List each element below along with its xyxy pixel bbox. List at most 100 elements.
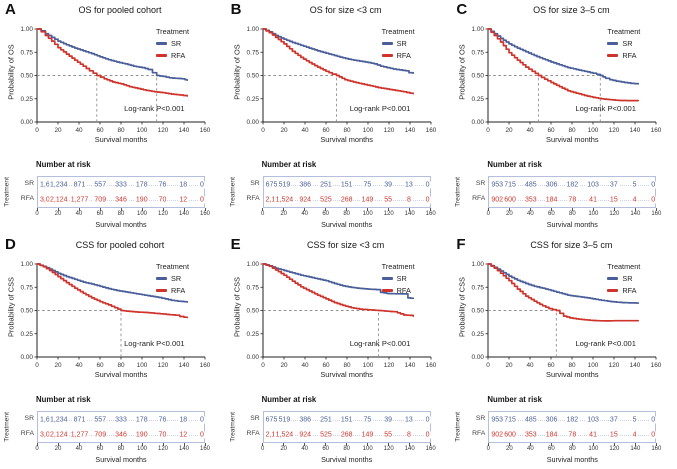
risk-tick-label: 20 xyxy=(505,211,513,217)
panel-letter: A xyxy=(5,1,16,18)
sr-line-swatch xyxy=(607,277,619,280)
sr-line-swatch xyxy=(156,277,167,280)
km-panel: D CSS for pooled cohort Probability of C… xyxy=(0,235,226,469)
sr-curve xyxy=(487,28,640,85)
x-tick-label: 160 xyxy=(651,362,662,369)
x-tick-label: 100 xyxy=(362,362,373,369)
y-tick-label: 0.50 xyxy=(472,308,485,315)
km-panel: E CSS for size <3 cm Probability of CSS … xyxy=(226,235,452,469)
y-tick-label: 1.00 xyxy=(246,261,259,268)
sr-line-swatch xyxy=(381,277,393,280)
risk-count: 1,277 xyxy=(69,196,90,204)
risk-count: 924 xyxy=(298,196,312,204)
x-tick-label: 80 xyxy=(117,362,125,369)
risk-count: 902 xyxy=(490,196,505,204)
x-tick-label: 140 xyxy=(179,362,190,369)
risk-count: 184 xyxy=(544,196,559,204)
legend-item-sr: SR xyxy=(607,39,640,48)
y-tick-label: 0.50 xyxy=(246,73,259,80)
sr-curve xyxy=(36,263,189,303)
rfa-curve xyxy=(261,263,414,317)
x-tick-label: 120 xyxy=(158,362,169,369)
risk-row-sr: 675 519 386 251 151 75 39 13 0 xyxy=(264,178,431,192)
risk-table-title: Number at risk xyxy=(487,395,542,404)
risk-count: 41 xyxy=(588,196,598,204)
x-tick-label: 160 xyxy=(425,362,436,369)
risk-tick-mark xyxy=(430,443,432,446)
risk-tick-label: 80 xyxy=(117,211,125,217)
risk-row-label-rfa: RFA xyxy=(472,195,486,202)
risk-row-label-sr: SR xyxy=(250,415,260,422)
risk-tick-label: 120 xyxy=(383,211,394,217)
risk-table-box: 953 715 485 306 182 103 37 5 0 902 600 353 184 78 41 1… xyxy=(488,176,657,208)
x-tick-label: 60 xyxy=(96,127,104,134)
risk-tick-label: 120 xyxy=(609,211,620,217)
risk-count: 55 xyxy=(383,431,394,439)
risk-count: 715 xyxy=(503,416,517,424)
sr-line-swatch xyxy=(607,42,619,45)
legend-label-sr: SR xyxy=(171,274,182,283)
risk-count: 8 xyxy=(405,196,412,204)
sr-curve xyxy=(487,263,640,304)
risk-count: 103 xyxy=(586,181,600,189)
risk-tick-label: 40 xyxy=(526,211,534,217)
risk-tick-mark xyxy=(183,443,185,446)
risk-count: 39 xyxy=(383,416,394,424)
risk-count: 0 xyxy=(424,196,431,204)
risk-tick-mark xyxy=(183,208,185,211)
chart-title: OS for size 3–5 cm xyxy=(533,5,610,15)
x-tick-label: 100 xyxy=(588,127,599,134)
km-panel: A OS for pooled cohort Probability of OS… xyxy=(0,0,226,235)
x-tick-label: 40 xyxy=(527,127,535,134)
y-tick-label: 0.00 xyxy=(246,354,259,361)
sr-line-swatch xyxy=(381,42,393,45)
x-axis-label: Survival months xyxy=(546,370,599,379)
risk-count: 1,524 xyxy=(274,196,295,204)
logrank-annotation: Log-rank P<0.001 xyxy=(575,339,636,348)
risk-count: 103 xyxy=(586,416,600,424)
y-tick-label: 0.25 xyxy=(246,331,259,338)
km-chart: 1.00 0.75 0.50 0.25 0.000 20 40 60 80 100 120 140 16… xyxy=(21,26,211,134)
risk-row-label-rfa: RFA xyxy=(246,430,260,437)
risk-tick-label: 40 xyxy=(301,211,308,217)
risk-row-label-rfa: RFA xyxy=(20,195,34,202)
risk-count: 3,063 xyxy=(39,431,59,439)
risk-count: 715 xyxy=(503,181,517,189)
risk-count: 871 xyxy=(72,181,87,189)
x-tick-label: 140 xyxy=(630,362,641,369)
risk-count: 12 xyxy=(178,431,189,439)
risk-count: 353 xyxy=(523,431,538,439)
risk-tick-label: 140 xyxy=(630,211,641,217)
risk-x-axis-label: Survival months xyxy=(95,220,147,229)
risk-count: 485 xyxy=(523,416,538,424)
risk-tick-mark xyxy=(529,208,531,211)
y-tick-label: 0.75 xyxy=(21,284,34,291)
risk-tick-mark xyxy=(550,443,552,446)
median-dashed-lines xyxy=(488,75,602,122)
legend-title: Treatment xyxy=(156,262,189,271)
legend-item-sr: SR xyxy=(607,274,640,283)
risk-count: 151 xyxy=(339,416,354,424)
risk-treatment-label: Treatment xyxy=(454,412,462,442)
x-tick-label: 80 xyxy=(343,362,351,369)
risk-tick-mark xyxy=(283,208,285,211)
risk-tick-mark xyxy=(204,443,206,446)
rfa-curve xyxy=(36,28,189,97)
risk-tick-label: 140 xyxy=(178,446,190,452)
x-tick-label: 20 xyxy=(280,127,288,134)
median-dashed-lines xyxy=(262,310,379,357)
y-tick-label: 0.00 xyxy=(472,354,485,361)
y-tick-label: 0.00 xyxy=(21,119,34,126)
risk-count: 251 xyxy=(319,181,333,189)
rfa-line-swatch xyxy=(607,289,619,292)
risk-tick-mark xyxy=(571,208,573,211)
x-tick-label: 100 xyxy=(137,362,148,369)
y-tick-label: 0.25 xyxy=(21,331,34,338)
risk-count: 13 xyxy=(404,416,414,424)
y-tick-label: 0.00 xyxy=(21,354,34,361)
risk-treatment-label: Treatment xyxy=(3,412,11,442)
risk-tick-label: 60 xyxy=(547,446,555,452)
x-tick-label: 120 xyxy=(609,127,620,134)
risk-row-label-sr: SR xyxy=(475,180,486,187)
